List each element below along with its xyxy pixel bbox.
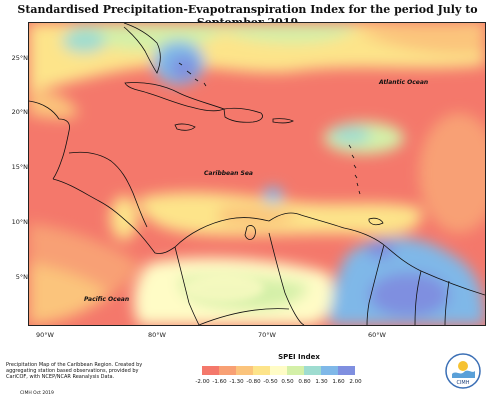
spei-map: Atlantic Ocean Caribbean Sea Pacific Oce… — [28, 22, 486, 326]
legend-swatch — [270, 366, 287, 375]
legend-tick: 2.00 — [349, 379, 362, 385]
legend-tick: -2.00 — [195, 379, 210, 385]
lon-label-60w: 60°W — [368, 331, 386, 339]
label-caribbean-sea: Caribbean Sea — [204, 170, 253, 177]
legend-tick: -0.80 — [246, 379, 261, 385]
cimh-logo-icon: CIMH — [444, 352, 482, 390]
legend-swatch — [202, 366, 219, 375]
lon-label-70w: 70°W — [258, 331, 276, 339]
legend-tick: 0.80 — [298, 379, 311, 385]
spei-field-blobs — [29, 23, 485, 325]
lat-label-5n: 5°N — [15, 273, 28, 281]
map-credit: CIMH Oct 2019 — [20, 391, 54, 396]
label-atlantic-ocean: Atlantic Ocean — [378, 79, 428, 86]
legend-swatch — [236, 366, 253, 375]
legend-swatch — [287, 366, 304, 375]
lat-label-15n: 15°N — [11, 163, 28, 171]
legend-swatch — [253, 366, 270, 375]
legend-swatch — [219, 366, 236, 375]
lat-label-25n: 25°N — [11, 54, 28, 62]
legend-swatch — [321, 366, 338, 375]
legend-tick: 1.30 — [315, 379, 328, 385]
map-footnote: Precipitation Map of the Caribbean Regio… — [6, 362, 143, 380]
spei-map-canvas: Atlantic Ocean Caribbean Sea Pacific Oce… — [29, 23, 485, 325]
legend-title: SPEI Index — [278, 353, 320, 361]
lon-label-90w: 90°W — [36, 331, 54, 339]
legend-tick: 0.50 — [281, 379, 294, 385]
lat-label-10n: 10°N — [11, 218, 28, 226]
label-pacific-ocean: Pacific Ocean — [84, 296, 129, 303]
legend-tick-labels: -2.00 -1.60 -1.30 -0.80 -0.50 0.50 0.80 1.30 1.6… — [194, 379, 364, 385]
legend-swatch — [338, 366, 355, 375]
legend-tick: -1.60 — [212, 379, 227, 385]
legend-swatch — [304, 366, 321, 375]
spei-field-detail — [184, 274, 264, 302]
legend-tick: -1.30 — [229, 379, 244, 385]
coastlines — [29, 23, 485, 325]
legend-tick: 1.60 — [332, 379, 345, 385]
lon-label-80w: 80°W — [148, 331, 166, 339]
legend-tick: -0.50 — [263, 379, 278, 385]
lat-label-20n: 20°N — [11, 108, 28, 116]
legend-colorbar — [202, 366, 355, 375]
logo-text: CIMH — [456, 380, 469, 386]
